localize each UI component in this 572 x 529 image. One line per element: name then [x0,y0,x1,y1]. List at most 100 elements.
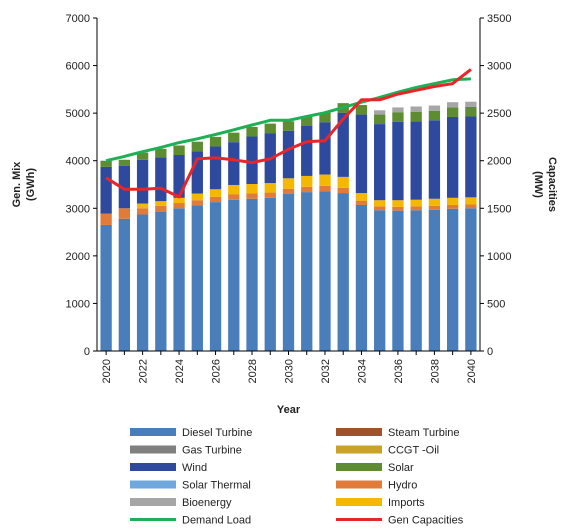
right-tick-label: 3500 [487,13,511,25]
legend: Diesel Turbine Steam Turbine Gas Turbine CC… [130,427,464,527]
bar-bioenergy-2035 [374,110,386,115]
x-tick-label: 2034 [356,359,368,383]
bar-hydro-2025 [191,200,203,206]
legend-label-steam-turbine: Steam Turbine [388,427,460,439]
bar-imports-2023 [155,201,167,206]
bar-hydro-2030 [282,188,295,195]
bar-wind-2037 [410,121,422,200]
bar-solar-2031 [301,116,313,126]
bar-wind-2022 [136,159,149,204]
bar-solar-2038 [428,110,441,121]
bar-solar-2027 [228,132,240,143]
bar-solar-2029 [264,123,276,134]
bar-wind-2027 [228,142,240,185]
bar-wind-2028 [246,136,258,185]
bar-bioenergy-2038 [428,105,441,111]
bar-hydro-2039 [446,204,459,209]
right-axis-title-line-2: (MW) [532,171,544,198]
bar-hydro-2027 [228,194,240,200]
bar-diesel-turbine-2035 [374,210,386,351]
bar-hydro-2032 [319,185,331,192]
bar-wind-2033 [337,112,349,177]
legend-swatch-imports [336,498,382,506]
bar-hydro-2031 [301,186,313,193]
right-tick-label: 2500 [487,108,511,120]
bar-solar-2032 [319,112,331,123]
y-axis-title-line-1: Gen. Mix [11,161,23,208]
line-layer [105,68,472,199]
bar-hydro-2023 [155,205,167,212]
bar-solar-2022 [136,152,149,160]
bar-hydro-2040 [465,204,477,209]
legend-label-solar: Solar [388,462,414,474]
bar-solar-2036 [392,112,404,122]
bar-hydro-2022 [136,208,149,215]
x-tick-label: 2030 [284,359,296,383]
bar-hydro-2021 [118,208,131,219]
bar-bioenergy-2037 [410,106,422,112]
bar-diesel-turbine-2039 [446,208,459,351]
legend-label-hydro: Hydro [388,480,417,492]
y-tick-label: 7000 [66,13,90,25]
bar-wind-2025 [191,151,203,194]
bar-imports-2029 [264,183,276,193]
bar-diesel-turbine-2038 [428,209,441,351]
bar-wind-2021 [118,165,131,209]
x-tick-label: 2028 [247,359,259,383]
line-demand-load [105,77,471,163]
bar-diesel-turbine-2025 [191,205,203,351]
bar-imports-2033 [337,176,349,188]
right-tick-label: 500 [487,298,505,310]
bar-diesel-turbine-2032 [319,191,331,351]
bar-diesel-turbine-2036 [392,210,404,351]
bar-imports-2024 [173,197,185,204]
bar-hydro-2024 [173,203,185,209]
bar-hydro-2029 [264,192,276,198]
bar-diesel-turbine-2034 [355,204,368,351]
y-tick-label: 1000 [66,298,90,310]
bar-imports-2027 [228,184,240,195]
y-tick-label: 2000 [66,251,90,263]
legend-label-imports: Imports [388,497,425,509]
bar-diesel-turbine-2024 [173,208,185,351]
legend-swatch-solar-thermal [130,480,176,489]
bar-solar-2021 [118,159,131,166]
legend-swatch-solar [336,463,382,471]
line-gen-capacities [105,68,472,199]
bar-imports-2038 [428,198,441,206]
legend-swatch-gas-turbine [130,445,176,454]
bar-imports-2026 [209,189,222,197]
legend-swatch-diesel-turbine [130,428,176,436]
bar-imports-2032 [319,174,331,186]
bar-diesel-turbine-2030 [282,194,295,351]
bar-bioenergy-2036 [392,107,404,113]
legend-label-wind: Wind [182,462,207,474]
x-tick-label: 2032 [320,359,332,383]
bar-wind-2020 [100,166,112,214]
legend-label-bioenergy: Bioenergy [182,497,232,509]
bar-wind-2038 [428,120,441,199]
y-tick-label: 0 [84,346,90,358]
bar-wind-2031 [301,125,313,176]
bar-imports-2037 [410,199,422,207]
bar-solar-2025 [191,141,203,152]
bar-solar-2034 [355,105,368,115]
bar-solar-2040 [465,106,477,117]
bar-diesel-turbine-2028 [246,198,258,351]
bar-solar-2028 [246,126,258,137]
bar-imports-2040 [465,197,477,205]
bar-solar-2035 [374,114,386,125]
legend-label-diesel-turbine: Diesel Turbine [182,427,252,439]
bar-imports-2031 [301,175,313,187]
x-tick-label: 2038 [429,359,441,383]
bar-wind-2026 [209,146,222,190]
bar-wind-2034 [355,114,368,194]
bar-wind-2032 [319,122,331,175]
bar-hydro-2020 [100,213,112,225]
y-axis-title-line-2: (GWh) [25,168,37,201]
bar-imports-2025 [191,193,203,201]
bar-diesel-turbine-2023 [155,211,167,351]
bar-wind-2024 [173,155,185,198]
x-axis-title: Year [277,404,301,416]
